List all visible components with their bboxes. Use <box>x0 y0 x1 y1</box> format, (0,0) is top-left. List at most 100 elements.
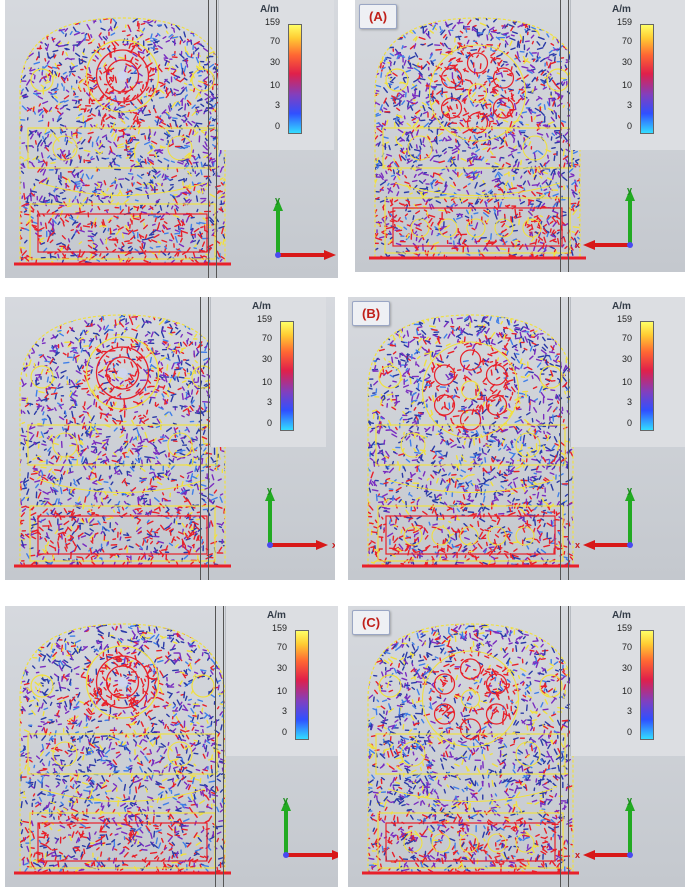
colorbar-tick-label: 30 <box>269 57 280 67</box>
colorbar-gradient <box>288 24 302 134</box>
panel-label: (B) <box>352 301 391 326</box>
legend-unit: A/m <box>612 610 631 621</box>
axes-triad: yx <box>575 485 635 550</box>
axes-triad: yx <box>281 795 338 860</box>
field-arrows <box>375 18 580 258</box>
separator-line <box>568 297 569 580</box>
colorbar-legend <box>210 297 326 447</box>
field-plot-panel-1: A/m 159 70 30 10 3 0 y x <box>5 0 338 278</box>
colorbar-tick-label: 159 <box>256 314 272 324</box>
separator-line <box>560 0 561 272</box>
separator-line <box>200 297 201 580</box>
colorbar-tick-label: 159 <box>616 314 632 324</box>
panel-label: (A) <box>359 4 398 29</box>
legend-unit: A/m <box>260 4 279 15</box>
colorbar-tick-label: 30 <box>261 354 272 364</box>
x-axis-label: x <box>575 540 580 550</box>
surface-current-plot <box>14 17 231 266</box>
colorbar-tick-label: 70 <box>276 642 287 652</box>
y-axis-label: y <box>275 195 280 205</box>
y-axis-label: y <box>627 185 632 195</box>
y-axis-label: y <box>627 485 632 495</box>
separator-line <box>208 0 209 278</box>
colorbar-tick-label: 10 <box>276 686 287 696</box>
colorbar-tick-label: 0 <box>274 121 280 131</box>
separator-line <box>215 606 216 887</box>
colorbar-tick-label: 30 <box>621 57 632 67</box>
colorbar-tick-label: 0 <box>626 727 632 737</box>
axes-triad: yx <box>575 185 635 250</box>
field-plot-panel-2: A/m 159 70 30 10 3 0 y x (A) <box>355 0 685 272</box>
colorbar-tick-label: 3 <box>266 397 272 407</box>
colorbar-tick-label: 159 <box>616 623 632 633</box>
colorbar-tick-label: 70 <box>621 333 632 343</box>
axes-triad: yx <box>265 485 335 550</box>
y-axis-label: y <box>283 795 288 805</box>
colorbar-tick-label: 3 <box>281 706 287 716</box>
colorbar-tick-label: 70 <box>261 333 272 343</box>
colorbar-tick-label: 70 <box>269 36 280 46</box>
legend-unit: A/m <box>267 610 286 621</box>
colorbar-tick-label: 3 <box>274 100 280 110</box>
field-arrows <box>20 315 225 566</box>
colorbar-legend <box>570 606 685 756</box>
x-axis-label: x <box>575 240 580 250</box>
colorbar-gradient <box>280 321 294 431</box>
surface-current-plot <box>14 623 231 875</box>
colorbar-legend <box>225 606 338 756</box>
colorbar-tick-label: 10 <box>261 377 272 387</box>
axes-triad: yx <box>273 195 336 260</box>
y-axis-label: y <box>627 795 632 805</box>
colorbar-legend <box>218 0 334 150</box>
field-plot-panel-6: A/m 159 70 30 10 3 0 y x (C) <box>348 606 685 887</box>
field-arrows <box>20 18 225 264</box>
colorbar-tick-label: 3 <box>626 397 632 407</box>
colorbar-gradient <box>295 630 309 740</box>
colorbar-tick-label: 159 <box>264 17 280 27</box>
field-plot-panel-4: A/m 159 70 30 10 3 0 y x (B) <box>348 297 685 580</box>
colorbar-tick-label: 30 <box>621 354 632 364</box>
antenna-structure <box>362 623 579 875</box>
colorbar-tick-label: 70 <box>621 642 632 652</box>
colorbar-legend <box>570 297 685 447</box>
antenna-structure <box>362 314 579 568</box>
legend-unit: A/m <box>612 301 631 312</box>
colorbar-tick-label: 0 <box>626 418 632 428</box>
field-plot-panel-3: A/m 159 70 30 10 3 0 y x <box>5 297 335 580</box>
separator-line <box>568 0 569 272</box>
x-axis-label: x <box>332 540 335 550</box>
colorbar-gradient <box>640 24 654 134</box>
x-axis-label: x <box>575 850 580 860</box>
y-axis-label: y <box>267 485 272 495</box>
colorbar-gradient <box>640 630 654 740</box>
colorbar-tick-label: 0 <box>626 121 632 131</box>
separator-line <box>560 297 561 580</box>
colorbar-tick-label: 159 <box>616 17 632 27</box>
separator-line <box>560 606 561 887</box>
surface-current-plot <box>362 314 579 568</box>
colorbar-tick-label: 10 <box>621 377 632 387</box>
separator-line <box>208 297 209 580</box>
legend-unit: A/m <box>252 301 271 312</box>
colorbar-gradient <box>640 321 654 431</box>
surface-current-plot <box>362 623 579 875</box>
colorbar-legend <box>570 0 685 150</box>
colorbar-tick-label: 70 <box>621 36 632 46</box>
separator-line <box>216 0 217 278</box>
field-arrows <box>20 624 225 873</box>
colorbar-tick-label: 0 <box>281 727 287 737</box>
surface-current-plot <box>14 314 231 568</box>
panel-label: (C) <box>352 610 391 635</box>
colorbar-tick-label: 10 <box>621 686 632 696</box>
separator-line <box>568 606 569 887</box>
colorbar-tick-label: 0 <box>266 418 272 428</box>
colorbar-tick-label: 10 <box>621 80 632 90</box>
separator-line <box>223 606 224 887</box>
colorbar-tick-label: 10 <box>269 80 280 90</box>
colorbar-tick-label: 3 <box>626 706 632 716</box>
antenna-structure <box>14 314 231 568</box>
colorbar-tick-label: 30 <box>276 663 287 673</box>
legend-unit: A/m <box>612 4 631 15</box>
colorbar-tick-label: 3 <box>626 100 632 110</box>
